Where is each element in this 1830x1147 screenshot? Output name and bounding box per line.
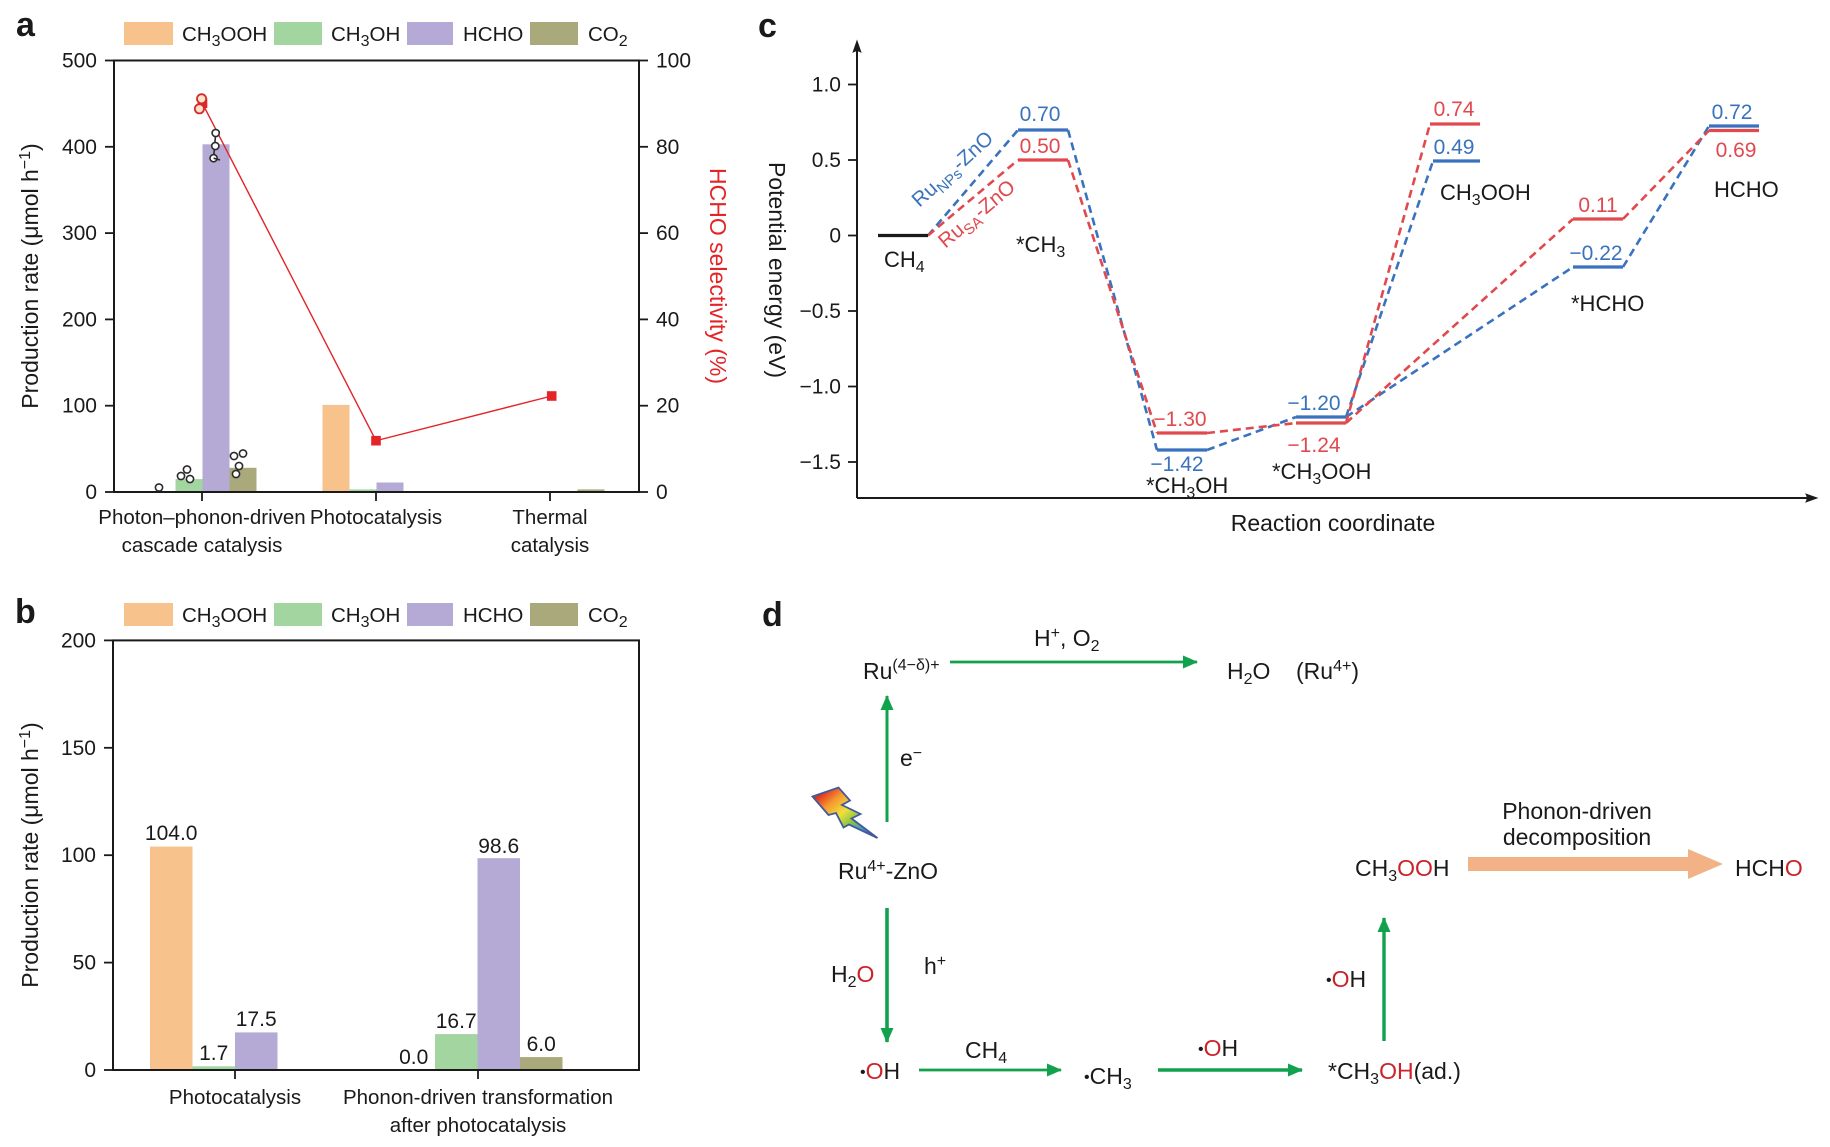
svg-text:HCHO: HCHO — [1735, 855, 1803, 881]
svg-text:0.74: 0.74 — [1434, 98, 1475, 121]
svg-text:HCHO selectivity (%): HCHO selectivity (%) — [705, 168, 731, 384]
svg-text:Photocatalysis: Photocatalysis — [310, 506, 442, 529]
svg-text:200: 200 — [62, 308, 97, 331]
svg-text:cascade catalysis: cascade catalysis — [122, 534, 283, 557]
svg-text:Photocatalysis: Photocatalysis — [169, 1086, 301, 1109]
svg-text:HCHO: HCHO — [1714, 177, 1779, 202]
svg-text:−1.24: −1.24 — [1287, 434, 1340, 457]
svg-text:Production rate (μmol h−1): Production rate (μmol h−1) — [17, 143, 43, 408]
svg-text:H+, O2: H+, O2 — [1034, 625, 1100, 655]
svg-text:6.0: 6.0 — [527, 1033, 556, 1056]
svg-text:400: 400 — [62, 136, 97, 159]
svg-text:d: d — [762, 596, 783, 634]
svg-text:Phonon-driven transformation: Phonon-driven transformation — [343, 1086, 613, 1109]
svg-text:*CH3OH: *CH3OH — [1146, 473, 1228, 502]
svg-text:a: a — [16, 6, 36, 44]
svg-text:Photon–phonon-driven: Photon–phonon-driven — [98, 506, 305, 529]
svg-text:1.7: 1.7 — [199, 1042, 228, 1065]
svg-text:20: 20 — [656, 395, 679, 418]
svg-text:0.11: 0.11 — [1578, 194, 1617, 217]
svg-text:CH3OOH: CH3OOH — [1355, 855, 1450, 885]
svg-text:0.5: 0.5 — [812, 149, 841, 172]
svg-text:−1.42: −1.42 — [1150, 453, 1203, 476]
svg-text:Potential energy (eV): Potential energy (eV) — [764, 162, 790, 378]
svg-text:−1.30: −1.30 — [1153, 408, 1206, 431]
svg-text:•CH3: •CH3 — [1084, 1063, 1132, 1093]
svg-text:*HCHO: *HCHO — [1571, 291, 1644, 316]
svg-text:CH3OOH: CH3OOH — [182, 23, 267, 50]
svg-text:100: 100 — [61, 844, 96, 867]
svg-text:1.0: 1.0 — [812, 74, 841, 97]
svg-text:50: 50 — [73, 952, 96, 975]
svg-text:−0.5: −0.5 — [800, 300, 841, 323]
svg-text:•OH: •OH — [860, 1058, 900, 1084]
svg-text:0.69: 0.69 — [1716, 139, 1757, 162]
svg-text:0: 0 — [656, 481, 668, 504]
svg-text:0.49: 0.49 — [1434, 136, 1475, 159]
svg-text:b: b — [15, 593, 36, 631]
svg-text:Production rate (μmol h−1): Production rate (μmol h−1) — [17, 722, 43, 987]
svg-text:*CH3OH(ad.): *CH3OH(ad.) — [1328, 1058, 1461, 1088]
svg-text:HCHO: HCHO — [463, 23, 523, 46]
svg-text:0.72: 0.72 — [1712, 101, 1753, 124]
svg-text:40: 40 — [656, 308, 679, 331]
svg-text:0: 0 — [829, 225, 841, 248]
svg-text:0.70: 0.70 — [1020, 103, 1061, 126]
svg-text:500: 500 — [62, 50, 97, 73]
svg-text:*CH3OOH: *CH3OOH — [1272, 459, 1371, 488]
svg-text:CH3OOH: CH3OOH — [1440, 180, 1531, 209]
svg-text:300: 300 — [62, 222, 97, 245]
svg-text:17.5: 17.5 — [236, 1008, 277, 1031]
svg-text:catalysis: catalysis — [511, 534, 590, 557]
svg-text:•OH: •OH — [1326, 966, 1366, 992]
svg-text:100: 100 — [62, 395, 97, 418]
svg-text:Phonon-driven: Phonon-driven — [1502, 798, 1652, 824]
svg-text:H2O: H2O — [1227, 658, 1270, 688]
svg-text:−1.5: −1.5 — [800, 451, 841, 474]
svg-text:150: 150 — [61, 737, 96, 760]
svg-text:60: 60 — [656, 222, 679, 245]
svg-text:HCHO: HCHO — [463, 604, 523, 627]
svg-text:0: 0 — [85, 481, 97, 504]
svg-text:after photocatalysis: after photocatalysis — [390, 1114, 567, 1137]
svg-text:80: 80 — [656, 136, 679, 159]
svg-text:100: 100 — [656, 50, 691, 73]
svg-text:Ru4+-ZnO: Ru4+-ZnO — [838, 858, 938, 884]
svg-text:c: c — [758, 7, 777, 45]
svg-text:(Ru4+): (Ru4+) — [1296, 658, 1359, 684]
svg-text:0.50: 0.50 — [1020, 135, 1061, 158]
svg-text:−1.20: −1.20 — [1287, 392, 1340, 415]
svg-text:Thermal: Thermal — [512, 506, 587, 529]
svg-text:98.6: 98.6 — [478, 835, 519, 858]
svg-text:•OH: •OH — [1198, 1035, 1238, 1061]
svg-text:16.7: 16.7 — [436, 1010, 477, 1033]
svg-text:0.0: 0.0 — [399, 1046, 428, 1069]
svg-text:−1.0: −1.0 — [800, 376, 841, 399]
svg-text:104.0: 104.0 — [145, 822, 198, 845]
svg-text:Reaction coordinate: Reaction coordinate — [1231, 510, 1436, 536]
svg-text:decomposition: decomposition — [1503, 824, 1651, 850]
svg-text:200: 200 — [61, 629, 96, 652]
svg-text:CH3OOH: CH3OOH — [182, 604, 267, 631]
svg-text:−0.22: −0.22 — [1569, 242, 1622, 265]
svg-text:0: 0 — [84, 1059, 96, 1082]
